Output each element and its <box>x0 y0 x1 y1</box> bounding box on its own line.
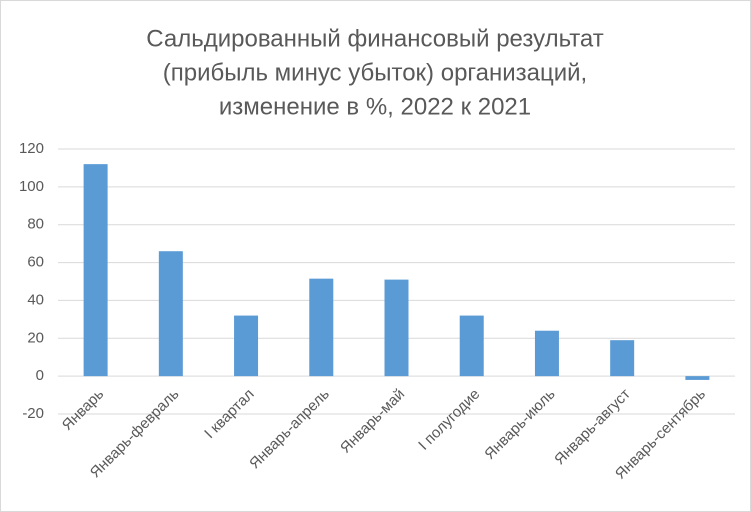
y-tick-label: 20 <box>27 329 44 346</box>
y-tick-label: 120 <box>19 140 44 157</box>
chart-title: (прибыль минус убыток) организаций, <box>163 59 587 86</box>
chart-title: Сальдированный финансовый результат <box>146 25 603 52</box>
bar <box>534 330 559 377</box>
y-tick-label: 0 <box>36 367 44 384</box>
bar <box>384 279 409 377</box>
bar <box>309 278 334 377</box>
chart-title: изменение в %, 2022 к 2021 <box>219 93 531 120</box>
y-tick-label: 80 <box>27 216 44 233</box>
bar <box>83 164 108 377</box>
bar <box>158 251 183 377</box>
bar <box>610 340 635 377</box>
y-tick-label: 100 <box>19 178 44 195</box>
y-tick-label: 40 <box>27 291 44 308</box>
bar <box>459 315 484 377</box>
bar <box>234 315 259 377</box>
y-tick-label: 60 <box>27 254 44 271</box>
y-tick-label: -20 <box>22 405 44 422</box>
bar <box>685 376 710 380</box>
